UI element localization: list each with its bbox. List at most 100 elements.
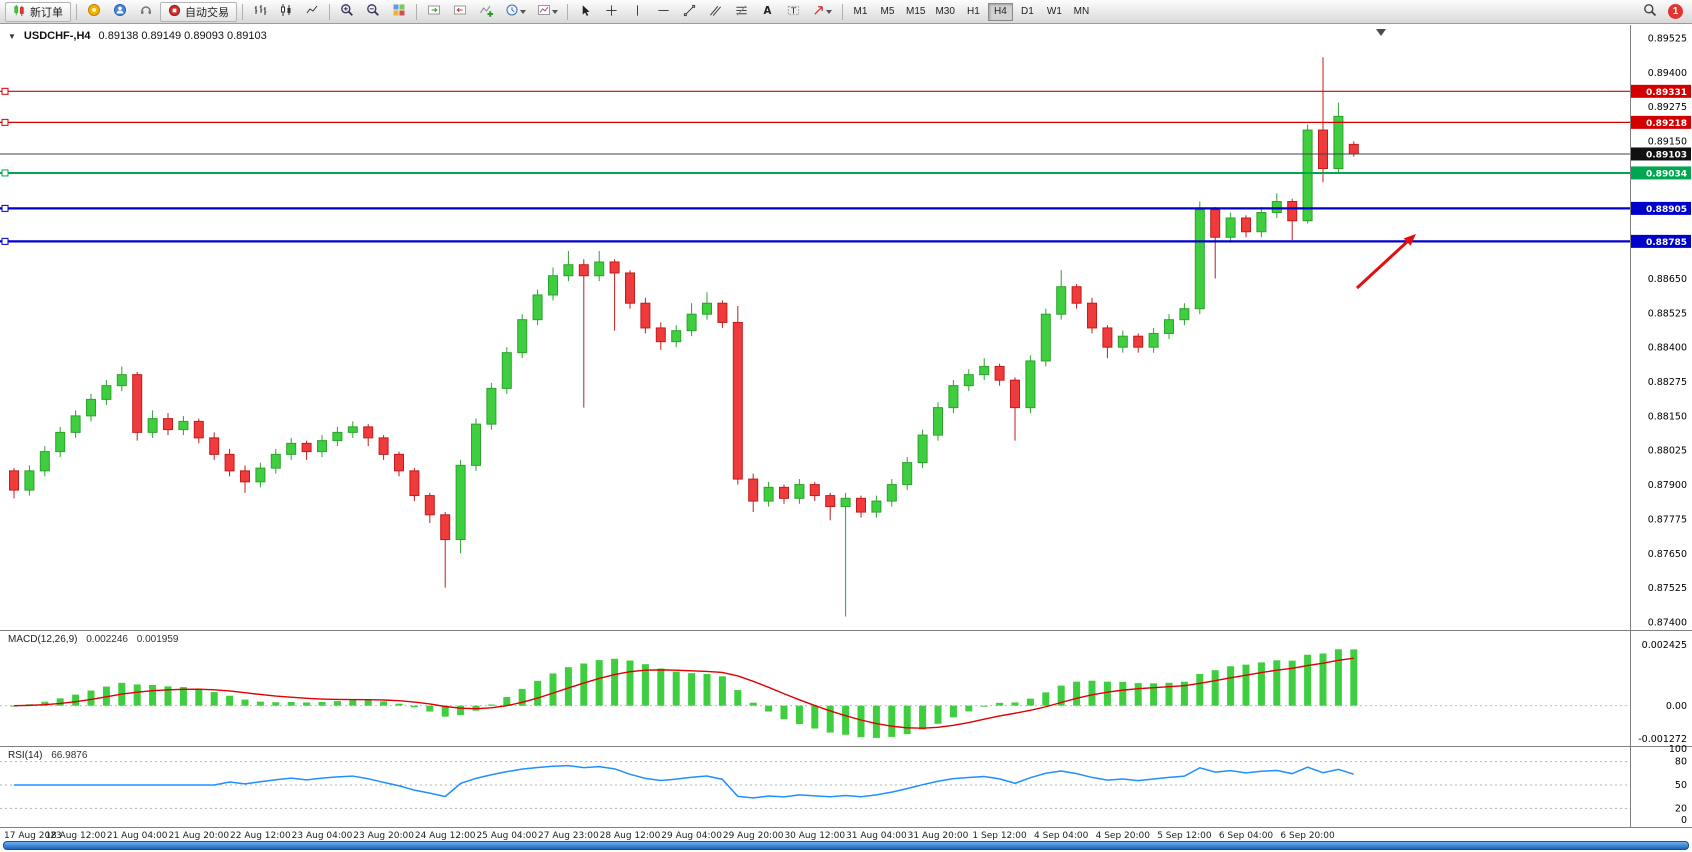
ohlc-values: 0.89138 0.89149 0.89093 0.89103 xyxy=(98,30,267,42)
candlestick-button[interactable] xyxy=(274,2,298,22)
crosshair-button[interactable] xyxy=(599,2,623,22)
rsi-layer xyxy=(0,761,1630,809)
svg-text:0.88525: 0.88525 xyxy=(1648,308,1687,319)
timeframe-d1[interactable]: D1 xyxy=(1015,3,1040,21)
templates-button[interactable] xyxy=(532,2,562,22)
text-button[interactable]: A xyxy=(755,2,779,22)
vertical-line-button[interactable] xyxy=(625,2,649,22)
svg-text:-0.001272: -0.001272 xyxy=(1638,734,1687,745)
svg-text:0.89331: 0.89331 xyxy=(1646,88,1687,98)
tile-windows-button[interactable] xyxy=(387,2,411,22)
svg-text:0.87775: 0.87775 xyxy=(1648,514,1687,525)
zoom-in-icon xyxy=(340,3,354,20)
svg-text:0.87400: 0.87400 xyxy=(1648,618,1687,629)
channel-button[interactable] xyxy=(703,2,727,22)
svg-text:0.88785: 0.88785 xyxy=(1646,238,1687,248)
macd-name: MACD(12,26,9) xyxy=(8,634,78,645)
zoom-out-button[interactable] xyxy=(361,2,385,22)
timeframe-w1[interactable]: W1 xyxy=(1042,3,1067,21)
auto-scroll-button[interactable] xyxy=(422,2,446,22)
timeframe-m1[interactable]: M1 xyxy=(848,3,873,21)
svg-text:21 Aug 20:00: 21 Aug 20:00 xyxy=(168,831,229,841)
new-order-button[interactable]: 新订单 xyxy=(5,1,71,22)
svg-text:0.89275: 0.89275 xyxy=(1648,102,1687,113)
trendline-button[interactable] xyxy=(677,2,701,22)
svg-text:0.87900: 0.87900 xyxy=(1648,480,1687,491)
zoom-in-button[interactable] xyxy=(335,2,359,22)
svg-text:23 Aug 04:00: 23 Aug 04:00 xyxy=(292,831,353,841)
hlines-layer[interactable] xyxy=(0,87,1630,245)
svg-text:4 Sep 04:00: 4 Sep 04:00 xyxy=(1034,831,1089,841)
rsi-indicator-label: RSI(14) 66.9876 xyxy=(8,750,87,761)
horizontal-line-icon xyxy=(657,4,670,20)
bottom-scrollbar[interactable] xyxy=(3,841,1689,850)
horizontal-line-button[interactable] xyxy=(651,2,675,22)
svg-text:100: 100 xyxy=(1669,744,1687,755)
toolbar-separator xyxy=(567,3,568,20)
line-chart-icon xyxy=(305,3,319,20)
cursor-button[interactable] xyxy=(573,2,597,22)
support-button[interactable] xyxy=(134,2,158,22)
market-watch-icon xyxy=(87,3,101,20)
toolbar-separator xyxy=(329,3,330,20)
text-label-button[interactable]: T xyxy=(781,2,805,22)
candlestick-icon xyxy=(279,3,293,20)
timeframe-m5[interactable]: M5 xyxy=(875,3,900,21)
svg-text:6 Sep 04:00: 6 Sep 04:00 xyxy=(1219,831,1274,841)
svg-text:0.88905: 0.88905 xyxy=(1646,205,1687,215)
notification-badge[interactable]: 1 xyxy=(1668,4,1683,19)
chevron-down-icon xyxy=(826,9,832,14)
arrow-tool-icon xyxy=(812,4,825,20)
timeframe-m30[interactable]: M30 xyxy=(931,3,958,21)
svg-text:1 Sep 12:00: 1 Sep 12:00 xyxy=(972,831,1027,841)
cursor-icon xyxy=(579,4,592,20)
navigator-button[interactable] xyxy=(108,2,132,22)
crosshair-icon xyxy=(605,4,618,20)
search-button[interactable] xyxy=(1638,2,1662,22)
macd-main-value: 0.002246 xyxy=(86,634,128,645)
chart-menu-icon[interactable]: ▼ xyxy=(8,31,16,41)
symbol-timeframe-label: USDCHF-,H4 xyxy=(23,30,91,42)
svg-text:28 Aug 12:00: 28 Aug 12:00 xyxy=(600,831,661,841)
chevron-down-icon xyxy=(551,9,558,14)
svg-text:30 Aug 12:00: 30 Aug 12:00 xyxy=(784,831,845,841)
svg-text:18 Aug 12:00: 18 Aug 12:00 xyxy=(45,831,106,841)
fibonacci-button[interactable] xyxy=(729,2,753,22)
rsi-value: 66.9876 xyxy=(51,750,88,761)
svg-text:27 Aug 23:00: 27 Aug 23:00 xyxy=(538,831,599,841)
timeframe-h4[interactable]: H4 xyxy=(987,2,1013,21)
svg-text:24 Aug 12:00: 24 Aug 12:00 xyxy=(415,831,476,841)
tile-windows-icon xyxy=(392,3,406,20)
zoom-out-icon xyxy=(366,3,380,20)
autotrading-button[interactable]: 自动交易 xyxy=(160,1,237,22)
timeframe-mn[interactable]: MN xyxy=(1069,3,1094,21)
bar-chart-button[interactable] xyxy=(248,2,272,22)
svg-text:5 Sep 12:00: 5 Sep 12:00 xyxy=(1157,831,1212,841)
arrow-annotation[interactable] xyxy=(1355,234,1416,290)
svg-text:0.89034: 0.89034 xyxy=(1646,169,1687,179)
arrows-button[interactable] xyxy=(807,2,837,22)
indicators-button[interactable] xyxy=(474,2,498,22)
svg-text:0.88650: 0.88650 xyxy=(1648,274,1687,285)
market-watch-button[interactable] xyxy=(82,2,106,22)
chart-shift-button[interactable] xyxy=(448,2,472,22)
line-chart-button[interactable] xyxy=(300,2,324,22)
rsi-axis-labels: 100 80 50 200 xyxy=(1669,744,1687,826)
price-axis-labels: 0.89525 0.89400 0.89275 0.89150 0.88650 0.885… xyxy=(1648,34,1687,629)
timeframe-h1[interactable]: H1 xyxy=(961,3,986,21)
autotrading-icon xyxy=(168,4,181,20)
svg-text:0.87650: 0.87650 xyxy=(1648,549,1687,560)
channel-icon xyxy=(709,4,722,20)
macd-signal-value: 0.001959 xyxy=(136,634,179,645)
timeframe-m15[interactable]: M15 xyxy=(902,3,929,21)
new-order-label: 新订单 xyxy=(30,6,63,19)
indicators-icon xyxy=(479,3,494,21)
clock-icon xyxy=(505,3,519,20)
toolbar-separator xyxy=(416,3,417,20)
svg-text:0: 0 xyxy=(1681,815,1687,826)
svg-text:29 Aug 04:00: 29 Aug 04:00 xyxy=(661,831,722,841)
text-label-icon: T xyxy=(787,4,800,20)
periods-button[interactable] xyxy=(500,2,530,22)
svg-text:0.89525: 0.89525 xyxy=(1648,34,1687,45)
